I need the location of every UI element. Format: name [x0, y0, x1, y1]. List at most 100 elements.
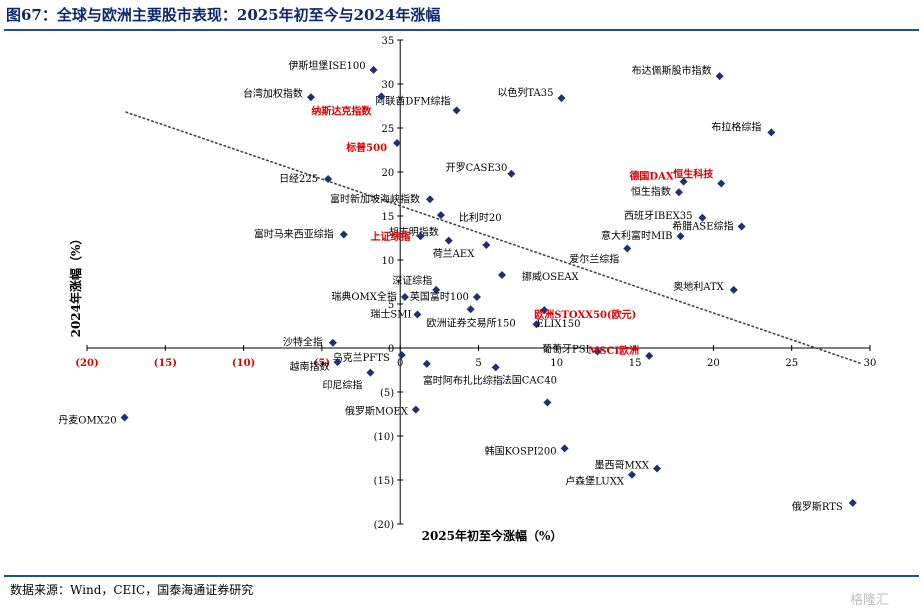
y-tick-label: (10) — [374, 432, 395, 443]
data-point — [557, 94, 566, 103]
figure-title: 图67：全球与欧洲主要股市表现：2025年初至今与2024年涨幅 — [6, 6, 441, 24]
point-label: 瑞典OMX全指 — [331, 290, 397, 303]
point-label: 沙特全指 — [283, 336, 323, 349]
point-label: 法国CAC40 — [502, 373, 557, 386]
data-point — [411, 405, 420, 414]
data-point — [674, 188, 683, 197]
point-label: 富时马来西亚综指 — [254, 227, 334, 240]
data-point — [432, 285, 441, 294]
x-tick-label: (10) — [232, 358, 255, 369]
data-point — [452, 106, 461, 115]
x-tick-label: 10 — [550, 358, 563, 369]
y-tick-label: 30 — [381, 80, 394, 91]
point-label: 俄罗斯MOEX — [345, 405, 409, 418]
y-tick-label: (5) — [380, 388, 394, 399]
data-point — [472, 292, 481, 301]
data-point — [560, 444, 569, 453]
data-point — [623, 244, 632, 253]
point-label: 布达佩斯股市指数 — [632, 64, 712, 77]
point-label: 胡志明指数 — [389, 226, 439, 239]
data-point — [413, 310, 422, 319]
chart-axes: (20) (15) (10) (5) 0 5 10 15 20 25 30 35 30 25 20 15 10 5… — [75, 36, 876, 531]
data-point — [328, 338, 337, 347]
point-label: 荷兰AEX — [433, 247, 476, 260]
point-label: 富时新加坡海峡指数 — [330, 192, 420, 205]
point-label: 富时阿布扎比综指 — [423, 374, 503, 387]
data-point — [737, 222, 746, 231]
point-label: 西班牙IBEX35 — [624, 210, 692, 222]
data-point — [717, 179, 726, 188]
point-label: 奥地利ATX — [673, 280, 724, 293]
data-point — [676, 232, 685, 241]
y-tick-label: 5 — [388, 300, 394, 311]
point-label: 意大利富时MIB — [601, 229, 673, 242]
data-point — [507, 169, 516, 178]
data-point — [627, 470, 636, 479]
data-point — [393, 138, 402, 147]
y-tick-label: 35 — [381, 36, 394, 47]
title-rule — [4, 29, 919, 31]
point-label: ELIX150 — [536, 319, 580, 330]
point-label: 欧洲证券交易所150 — [427, 316, 516, 329]
point-label: 越南指数 — [290, 360, 330, 373]
data-point — [715, 72, 724, 81]
point-label: 葡萄牙PSI — [542, 343, 590, 356]
x-tick-label: 30 — [864, 358, 877, 369]
point-label: 卢森堡LUXX — [565, 475, 625, 488]
y-tick-label: (15) — [374, 476, 395, 487]
data-point — [333, 358, 342, 367]
data-point — [324, 175, 333, 184]
point-label: 俄罗斯RTS — [792, 500, 843, 513]
x-tick-label: (20) — [75, 358, 98, 369]
point-label: 比利时20 — [459, 212, 502, 224]
data-point — [377, 92, 386, 101]
point-label: 印尼综指 — [322, 379, 362, 392]
point-label: 乌克兰PFTS — [333, 351, 390, 364]
data-point — [679, 177, 688, 186]
x-tick-label: (15) — [154, 358, 177, 369]
data-point — [444, 236, 453, 245]
point-label: 深证综指 — [392, 274, 432, 287]
trendline — [125, 111, 863, 365]
data-point — [482, 241, 491, 250]
data-point — [532, 320, 541, 329]
trendline-layer — [125, 111, 863, 365]
data-point — [400, 292, 409, 301]
point-label: 纳斯达克指数 — [311, 104, 372, 117]
data-point — [645, 351, 654, 360]
data-point — [339, 230, 348, 239]
data-point — [729, 285, 738, 294]
y-tick-label: 0 — [388, 344, 394, 355]
data-point — [497, 270, 506, 279]
point-label: 韩国KOSPI200 — [485, 444, 557, 457]
data-point — [416, 232, 425, 241]
point-label: 德国DAX — [628, 170, 673, 183]
x-tick-label: 0 — [397, 358, 403, 369]
source-note: 数据来源：Wind，CEIC，国泰海通证券研究 — [10, 583, 254, 597]
y-tick-label: (20) — [374, 520, 395, 531]
point-label: 布拉格综指 — [711, 120, 761, 133]
data-point — [306, 93, 315, 102]
watermark-logo: 格隆汇 — [850, 593, 890, 608]
data-point — [366, 368, 375, 377]
x-tick-label: 20 — [707, 358, 720, 369]
scatter-chart: (20) (15) (10) (5) 0 5 10 15 20 25 30 35 30 25 20 15 10 5… — [58, 36, 876, 543]
point-label: 开罗CASE30 — [446, 162, 508, 174]
point-label: 以色列TA35 — [497, 86, 553, 99]
x-tick-label: (5) — [314, 358, 330, 369]
point-label: 英国富时100 — [410, 290, 469, 303]
data-point — [425, 195, 434, 204]
source-rule — [4, 575, 919, 577]
point-label: 日经225 — [279, 172, 318, 185]
data-point — [120, 413, 129, 422]
point-label: 阿联酋DFM综指 — [375, 94, 450, 107]
x-tick-label: 15 — [629, 358, 642, 369]
point-label: 瑞士SMI — [370, 308, 411, 321]
point-label: 恒生科技 — [673, 167, 714, 180]
data-point — [540, 306, 549, 315]
data-point — [767, 128, 776, 137]
point-label: 希腊ASE综指 — [672, 220, 733, 233]
point-label: 标普500 — [345, 141, 387, 154]
point-label: MSCI欧洲 — [588, 344, 639, 357]
